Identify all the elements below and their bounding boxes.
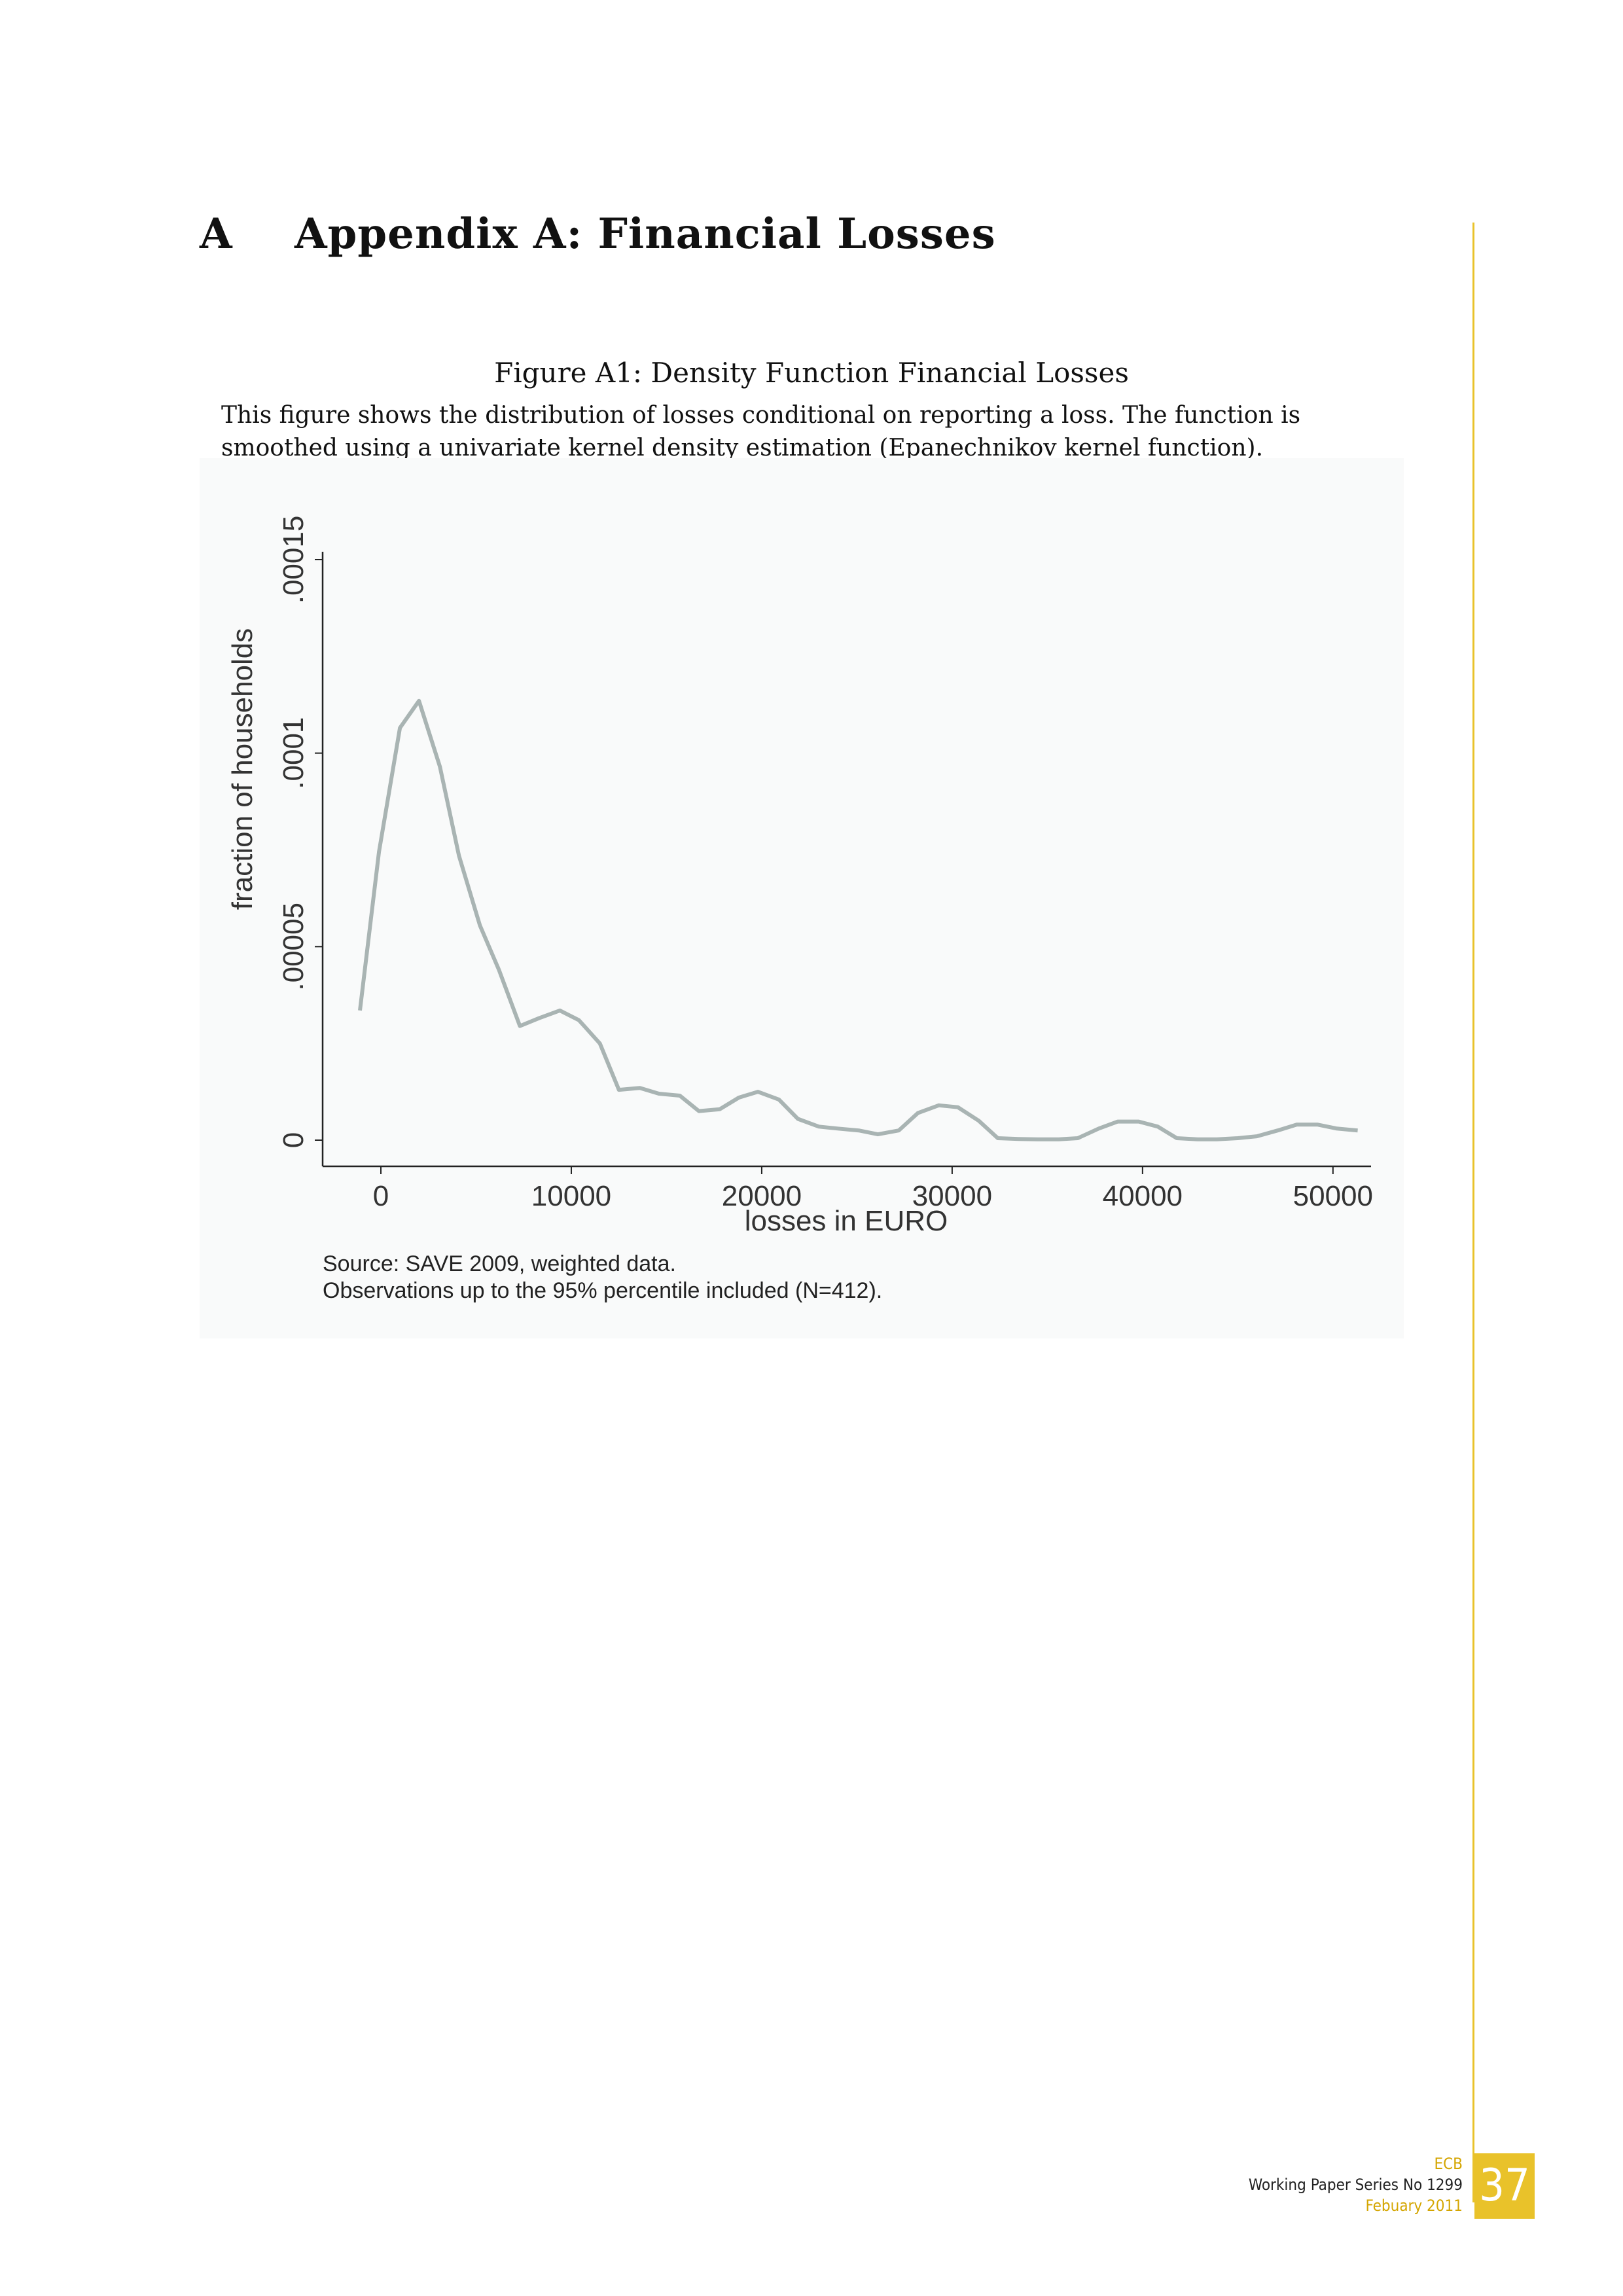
footer-org: ECB xyxy=(1434,2155,1463,2173)
y-tick-label: .00015 xyxy=(277,516,310,604)
source-note-line2: Observations up to the 95% percentile in… xyxy=(323,1278,882,1303)
x-tick-label: 0 xyxy=(373,1180,389,1212)
page-footer: ECB Working Paper Series No 1299 Febuary… xyxy=(1249,2153,1463,2216)
x-axis-label: losses in EURO xyxy=(745,1205,948,1237)
y-tick-label: 0 xyxy=(277,1132,310,1148)
footer-series: Working Paper Series No 1299 xyxy=(1248,2176,1463,2194)
density-line xyxy=(358,698,1358,1141)
section-number: A xyxy=(200,209,233,259)
figure-note: This figure shows the distribution of lo… xyxy=(221,402,1301,461)
figure-caption: Figure A1: Density Function Financial Lo… xyxy=(494,357,1129,389)
y-tick-label: .0001 xyxy=(277,717,310,789)
x-tick-label: 30000 xyxy=(912,1180,992,1212)
page-number: 37 xyxy=(1474,2153,1535,2219)
y-tick-label: .00005 xyxy=(277,903,310,991)
chart-axes xyxy=(321,552,1371,1168)
footer-date: Febuary 2011 xyxy=(1365,2197,1463,2215)
chart-series xyxy=(358,698,1358,1141)
x-tick-label: 50000 xyxy=(1293,1180,1373,1212)
margin-rule xyxy=(1472,223,1474,2202)
section-heading: A Appendix A: Financial Losses xyxy=(200,209,996,259)
source-note-line1: Source: SAVE 2009, weighted data. xyxy=(323,1251,676,1276)
chart-ticks: 0 10000 20000 30000 40000 50000 0 .00005 .0001 .0… xyxy=(277,516,1373,1212)
x-tick-label: 40000 xyxy=(1103,1180,1183,1212)
chart-panel: 0 10000 20000 30000 40000 50000 0 .00005 .0001 .0… xyxy=(200,458,1404,1338)
x-tick-label: 20000 xyxy=(722,1180,802,1212)
section-title: Appendix A: Financial Losses xyxy=(294,209,996,259)
y-axis-label: fraction of households xyxy=(226,628,259,910)
density-chart: 0 10000 20000 30000 40000 50000 0 .00005 .0001 .0… xyxy=(226,516,1373,1303)
x-tick-label: 10000 xyxy=(531,1180,611,1212)
